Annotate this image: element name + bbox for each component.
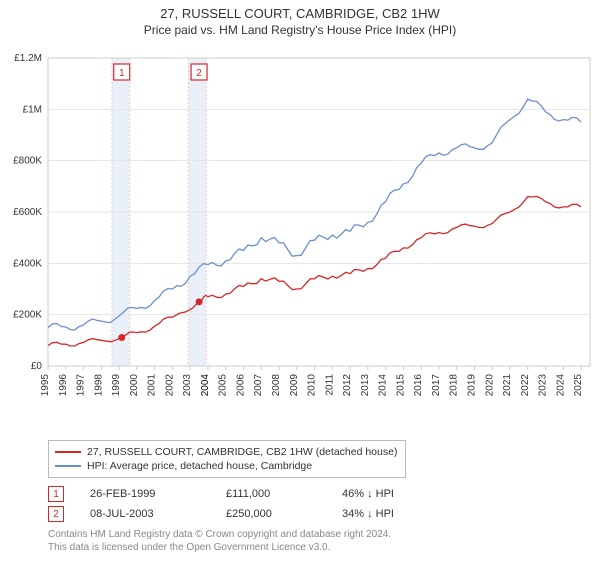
- svg-text:1996: 1996: [58, 374, 69, 397]
- svg-text:2018: 2018: [449, 374, 460, 397]
- price-chart: £0 £200K £400K £600K £800K £1M £1.2M 1995 1996 19…: [0, 52, 600, 432]
- transaction-date: 26-FEB-1999: [90, 488, 200, 500]
- svg-text:2000: 2000: [129, 374, 140, 397]
- svg-text:2017: 2017: [431, 374, 442, 397]
- footer-attribution: Contains HM Land Registry data © Crown c…: [48, 528, 391, 554]
- svg-text:1997: 1997: [76, 374, 87, 397]
- svg-text:2024: 2024: [555, 374, 566, 397]
- svg-text:£600K: £600K: [13, 207, 42, 218]
- svg-text:2005: 2005: [218, 374, 229, 397]
- svg-text:2021: 2021: [502, 374, 513, 397]
- svg-text:1: 1: [119, 68, 125, 79]
- svg-text:2004: 2004: [200, 374, 211, 397]
- transaction-date: 08-JUL-2003: [90, 508, 200, 520]
- svg-text:£200K: £200K: [13, 310, 42, 321]
- transactions-table: 1 26-FEB-1999 £111,000 46% ↓ HPI 2 08-JU…: [48, 484, 452, 524]
- svg-text:2025: 2025: [573, 374, 584, 397]
- svg-text:£1.2M: £1.2M: [14, 53, 42, 64]
- svg-text:£0: £0: [31, 361, 43, 372]
- svg-text:2009: 2009: [289, 374, 300, 397]
- svg-text:2007: 2007: [253, 374, 264, 397]
- legend-row: 27, RUSSELL COURT, CAMBRIDGE, CB2 1HW (d…: [55, 445, 397, 459]
- svg-text:2022: 2022: [520, 374, 531, 397]
- transaction-row: 1 26-FEB-1999 £111,000 46% ↓ HPI: [48, 484, 452, 504]
- svg-text:2012: 2012: [342, 374, 353, 397]
- svg-text:2016: 2016: [413, 374, 424, 397]
- svg-text:2002: 2002: [164, 374, 175, 397]
- svg-text:2001: 2001: [147, 374, 158, 397]
- page-title: 27, RUSSELL COURT, CAMBRIDGE, CB2 1HW: [0, 6, 600, 21]
- legend-swatch-hpi: [55, 465, 81, 467]
- svg-text:2008: 2008: [271, 374, 282, 397]
- legend-label: 27, RUSSELL COURT, CAMBRIDGE, CB2 1HW (d…: [87, 445, 397, 459]
- transaction-marker-icon: 1: [48, 486, 64, 502]
- svg-text:1999: 1999: [111, 374, 122, 397]
- svg-text:2011: 2011: [324, 374, 335, 396]
- svg-text:2014: 2014: [378, 374, 389, 397]
- transaction-vs-hpi: 34% ↓ HPI: [342, 508, 452, 520]
- svg-text:2006: 2006: [235, 374, 246, 397]
- transaction-row: 2 08-JUL-2003 £250,000 34% ↓ HPI: [48, 504, 452, 524]
- svg-text:2003: 2003: [182, 374, 193, 397]
- footer-line: This data is licensed under the Open Gov…: [48, 541, 391, 554]
- chart-legend: 27, RUSSELL COURT, CAMBRIDGE, CB2 1HW (d…: [48, 440, 406, 478]
- svg-text:£1M: £1M: [23, 104, 42, 115]
- transaction-price: £111,000: [226, 488, 316, 500]
- transaction-vs-hpi: 46% ↓ HPI: [342, 488, 452, 500]
- svg-text:2019: 2019: [466, 374, 477, 397]
- svg-text:1998: 1998: [93, 374, 104, 397]
- svg-text:1995: 1995: [40, 374, 51, 397]
- page-subtitle: Price paid vs. HM Land Registry's House …: [0, 23, 600, 37]
- svg-text:2015: 2015: [395, 374, 406, 397]
- svg-text:£400K: £400K: [13, 258, 42, 269]
- transaction-price: £250,000: [226, 508, 316, 520]
- svg-text:2023: 2023: [538, 374, 549, 397]
- svg-text:2010: 2010: [307, 374, 318, 397]
- legend-swatch-property: [55, 451, 81, 453]
- legend-row: HPI: Average price, detached house, Camb…: [55, 459, 397, 473]
- svg-text:2020: 2020: [484, 374, 495, 397]
- transaction-marker-icon: 2: [48, 506, 64, 522]
- footer-line: Contains HM Land Registry data © Crown c…: [48, 528, 391, 541]
- svg-text:2013: 2013: [360, 374, 371, 397]
- svg-text:£800K: £800K: [13, 156, 42, 167]
- svg-text:2: 2: [196, 68, 202, 79]
- legend-label: HPI: Average price, detached house, Camb…: [87, 459, 312, 473]
